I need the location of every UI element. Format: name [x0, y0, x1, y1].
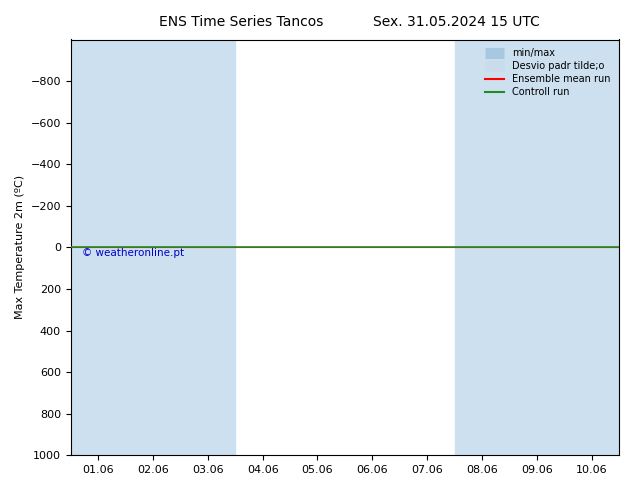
- Legend: min/max, Desvio padr tilde;o, Ensemble mean run, Controll run: min/max, Desvio padr tilde;o, Ensemble m…: [481, 45, 614, 101]
- Text: © weatheronline.pt: © weatheronline.pt: [82, 248, 184, 258]
- Bar: [509, 40, 564, 455]
- Bar: [564, 40, 619, 455]
- Bar: [71, 40, 126, 455]
- Y-axis label: Max Temperature 2m (ºC): Max Temperature 2m (ºC): [15, 175, 25, 319]
- Bar: [181, 40, 235, 455]
- Bar: [126, 40, 181, 455]
- Bar: [455, 40, 509, 455]
- Text: ENS Time Series Tancos: ENS Time Series Tancos: [158, 15, 323, 29]
- Text: Sex. 31.05.2024 15 UTC: Sex. 31.05.2024 15 UTC: [373, 15, 540, 29]
